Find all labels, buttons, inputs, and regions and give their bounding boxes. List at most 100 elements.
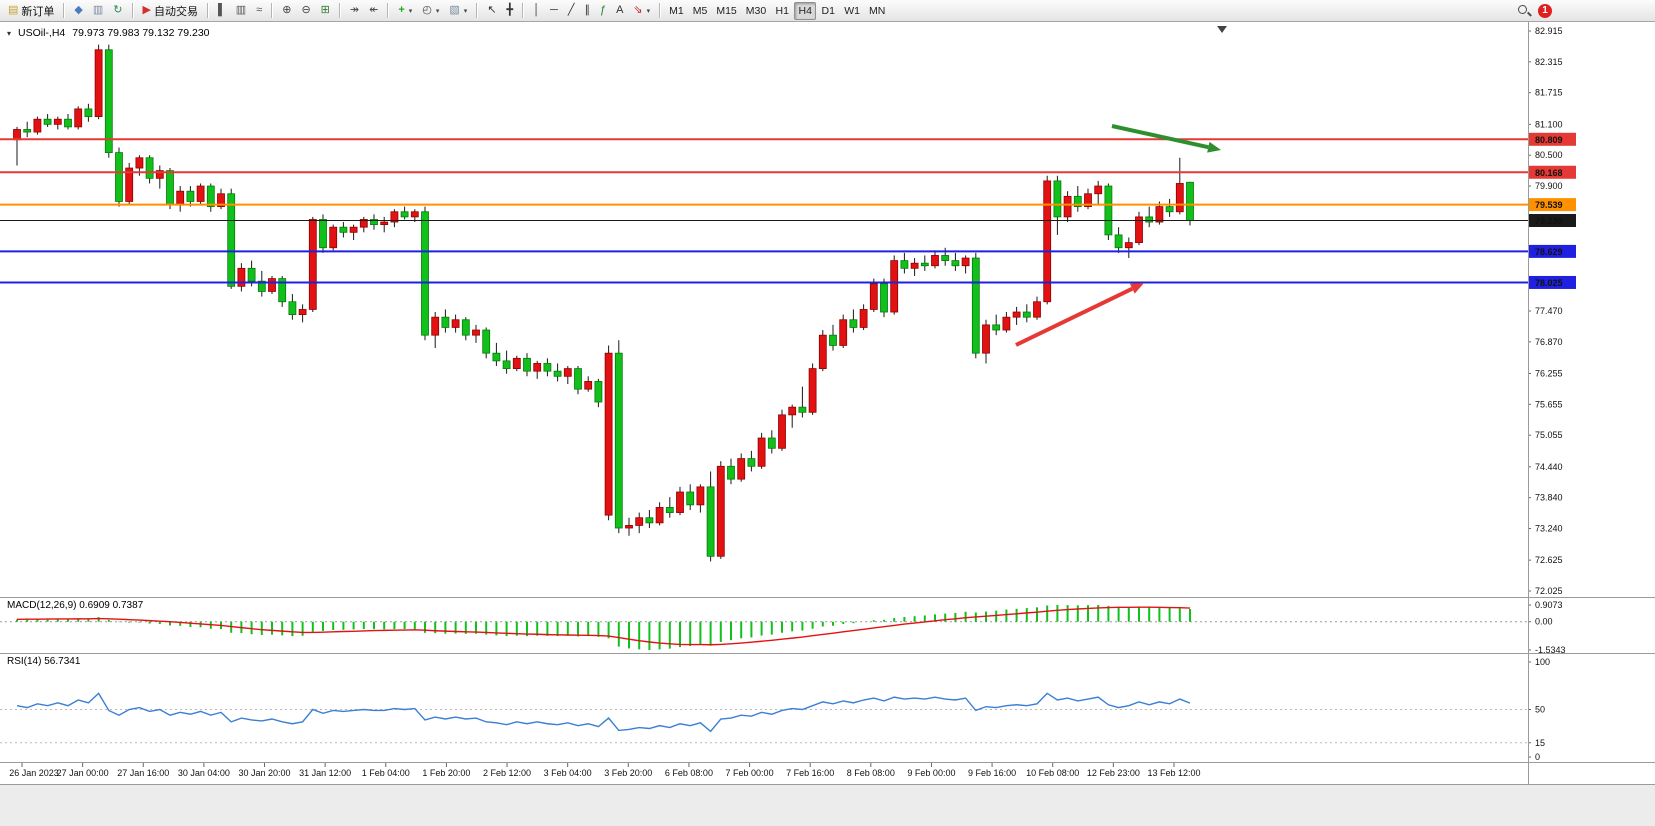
arrows-tool-icon: ⇘: [633, 4, 643, 16]
candlestick-chart-type-button[interactable]: ▥: [231, 1, 251, 20]
svg-text:80.809: 80.809: [1535, 135, 1563, 145]
svg-text:82.915: 82.915: [1535, 26, 1563, 36]
green-trend-arrow[interactable]: [1111, 124, 1221, 153]
timeframe-d1-button[interactable]: D1: [817, 2, 839, 20]
crosshair-tool-button[interactable]: ╋: [502, 1, 519, 20]
notification-badge[interactable]: 1: [1538, 3, 1552, 18]
data-window-button[interactable]: ▥: [88, 1, 108, 20]
add-indicator-icon: +: [398, 4, 405, 16]
horizontal-line-tool-button[interactable]: ─: [545, 1, 563, 20]
market-watch-button[interactable]: ◆: [69, 1, 87, 20]
channel-tool-button[interactable]: ∥: [579, 1, 595, 20]
toolbar-separator: [522, 3, 525, 18]
cursor-tool-button[interactable]: ↖: [482, 1, 501, 20]
auto-scroll-icon: ↠: [349, 4, 360, 16]
svg-text:79.539: 79.539: [1535, 200, 1563, 210]
timeframe-m15-button[interactable]: M15: [712, 2, 740, 20]
price-axis: 82.915 82.315 81.715 81.100 80.500 79.900 77.4…: [1528, 26, 1576, 596]
timeframe-m30-button[interactable]: M30: [742, 2, 770, 20]
svg-text:8 Feb 08:00: 8 Feb 08:00: [847, 768, 895, 778]
svg-text:13 Feb 12:00: 13 Feb 12:00: [1147, 768, 1200, 778]
price-badge-79.539: 79.539: [1529, 198, 1576, 212]
bar-chart-type-icon: ▌: [217, 4, 226, 16]
refresh-icon: ↻: [113, 4, 123, 16]
toolbar-separator: [476, 3, 479, 18]
svg-text:81.100: 81.100: [1535, 119, 1563, 129]
svg-text:3 Feb 04:00: 3 Feb 04:00: [544, 768, 592, 778]
text-tool-icon: A: [616, 4, 624, 16]
chart-shift-marker[interactable]: [1217, 26, 1227, 33]
timeframe-m5-button[interactable]: M5: [689, 2, 712, 20]
zoom-in-button[interactable]: ⊕: [277, 1, 296, 20]
template-selector-icon: ▧: [449, 4, 460, 16]
candlestick-chart-type-icon: ▥: [235, 4, 247, 16]
auto-trading-button[interactable]: ▶ 自动交易: [138, 1, 203, 20]
chart-title: ▾ USOil-,H4 79.973 79.983 79.132 79.230: [7, 27, 210, 39]
bar-chart-type-button[interactable]: ▌: [213, 1, 231, 20]
svg-text:76.255: 76.255: [1535, 368, 1563, 378]
svg-text:78.025: 78.025: [1535, 278, 1563, 288]
svg-text:73.840: 73.840: [1535, 493, 1563, 503]
dropdown-arrow-icon: ▾: [435, 7, 440, 15]
rsi-pane: 100 50 15 0: [0, 657, 1550, 762]
zoom-out-button[interactable]: ⊖: [296, 1, 315, 20]
auto-scroll-button[interactable]: ↠: [345, 1, 364, 20]
market-watch-icon: ◆: [74, 4, 83, 16]
toolbar-separator: [271, 3, 274, 18]
timeframe-mn-button[interactable]: MN: [865, 2, 889, 20]
add-indicator-button[interactable]: + ▾: [393, 1, 417, 20]
new-order-label: 新订单: [21, 5, 55, 18]
red-trend-arrow[interactable]: [1015, 283, 1144, 347]
svg-text:81.715: 81.715: [1535, 88, 1563, 98]
timeframe-w1-button[interactable]: W1: [840, 2, 864, 20]
svg-text:78.629: 78.629: [1535, 247, 1563, 257]
symbol-dropdown-icon[interactable]: ▾: [7, 28, 12, 38]
timeframe-h1-button[interactable]: H1: [771, 2, 793, 20]
arrows-tool-button[interactable]: ⇘ ▾: [628, 1, 655, 20]
svg-text:6 Feb 08:00: 6 Feb 08:00: [665, 768, 713, 778]
crosshair-tool-icon: ╋: [506, 4, 514, 16]
svg-text:27 Jan 00:00: 27 Jan 00:00: [57, 768, 109, 778]
template-selector-button[interactable]: ▧ ▾: [444, 1, 472, 20]
line-chart-type-button[interactable]: ≈: [251, 1, 267, 20]
price-badge-80.168: 80.168: [1529, 165, 1576, 179]
period-selector-button[interactable]: ◴ ▾: [417, 1, 444, 20]
svg-text:12 Feb 23:00: 12 Feb 23:00: [1087, 768, 1140, 778]
svg-text:0: 0: [1535, 752, 1540, 762]
chart-ohlc-values: 79.973 79.983 79.132 79.230: [72, 27, 210, 39]
toolbar-separator: [338, 3, 341, 18]
toolbar-separator: [63, 3, 66, 18]
timeframe-toolbar: M1 M5 M15 M30 H1 H4 D1 W1 MN: [665, 1, 889, 20]
timeframe-h4-button[interactable]: H4: [794, 1, 817, 20]
toolbar-separator: [206, 3, 209, 18]
fibonacci-tool-button[interactable]: ƒ: [595, 1, 611, 20]
zoom-out-icon: ⊖: [301, 4, 311, 16]
vertical-line-tool-icon: │: [533, 4, 541, 16]
tile-windows-button[interactable]: ⊞: [316, 1, 335, 20]
svg-text:100: 100: [1535, 657, 1550, 667]
candlesticks: [13, 44, 1194, 562]
svg-text:1 Feb 20:00: 1 Feb 20:00: [422, 768, 470, 778]
refresh-button[interactable]: ↻: [108, 1, 127, 20]
svg-text:0.00: 0.00: [1535, 617, 1553, 627]
svg-text:15: 15: [1535, 738, 1545, 748]
auto-trading-label: 自动交易: [153, 5, 198, 18]
svg-text:7 Feb 16:00: 7 Feb 16:00: [786, 768, 834, 778]
text-tool-button[interactable]: A: [611, 1, 628, 20]
search-icon[interactable]: [1517, 4, 1530, 17]
price-badge-78.629: 78.629: [1529, 244, 1576, 258]
svg-text:80.168: 80.168: [1535, 168, 1563, 178]
timeframe-m1-button[interactable]: M1: [665, 2, 688, 20]
chart-shift-button[interactable]: ↞: [364, 1, 383, 20]
vertical-line-tool-button[interactable]: │: [528, 1, 545, 20]
trendline-tool-button[interactable]: ╱: [563, 1, 580, 20]
toolbar-separator: [387, 3, 390, 18]
new-order-button[interactable]: ▤ 新订单: [3, 1, 59, 20]
zoom-in-icon: ⊕: [282, 4, 292, 16]
svg-text:0.9073: 0.9073: [1535, 600, 1563, 610]
main-toolbar: ▤ 新订单 ◆ ▥ ↻ ▶ 自动交易 ▌ ▥ ≈ ⊕ ⊖ ⊞ ↠ ↞ + ▾ ◴ ▾ ▧ ▾ ↖ ╋ │ ─ ╱ ∥ ƒ A ⇘ ▾ M1 M…: [0, 0, 1655, 22]
svg-text:3 Feb 20:00: 3 Feb 20:00: [604, 768, 652, 778]
dropdown-arrow-icon: ▾: [463, 7, 468, 15]
